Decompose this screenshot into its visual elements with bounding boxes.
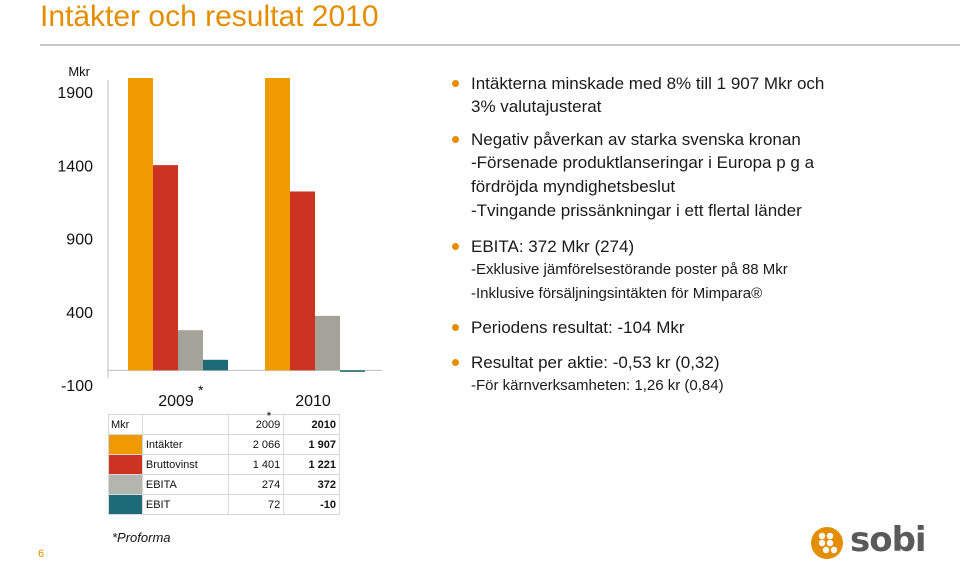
bullet-text: Periodens resultat: -104 Mkr (471, 318, 685, 337)
bullet-text: EBITA: 372 Mkr (274) (471, 237, 635, 256)
y-tick-label: -100 (61, 378, 93, 395)
bullet-item: EBITA: 372 Mkr (274) -Exklusive jämförels… (452, 235, 952, 306)
proforma-mark: * (266, 409, 272, 423)
bullet-item: Periodens resultat: -104 Mkr (452, 316, 952, 339)
row-value-2009: 1 401 (228, 454, 285, 475)
bullet-item: Resultat per aktie: -0,53 kr (0,32) -För … (452, 351, 952, 398)
table-col-2009-label: 2009 (255, 418, 281, 431)
title-divider (40, 44, 960, 46)
row-value-2010: 1 221 (283, 454, 340, 475)
footnote: *Proforma (112, 530, 171, 545)
table-row: Bruttovinst 1 401 1 221 (108, 454, 340, 475)
bullet-item: Intäkterna minskade med 8% till 1 907 Mk… (452, 72, 952, 118)
row-value-2009: 72 (228, 494, 285, 515)
row-label: Bruttovinst (142, 454, 229, 475)
row-label: Intäkter (142, 434, 229, 455)
data-table: Mkr 2009 * 2010 Intäkter 2 066 1 907 Bru… (108, 409, 340, 515)
x-category-label: 2010 (295, 393, 331, 410)
table-col-2010: 2010 (283, 414, 340, 435)
slide-title: Intäkter och resultat 2010 (40, 0, 379, 33)
bullet-list: Intäkterna minskade med 8% till 1 907 Mk… (452, 72, 952, 408)
swatch-ebit (108, 494, 143, 515)
table-unit-header: Mkr (108, 414, 143, 435)
page-number: 6 (38, 548, 45, 560)
y-tick-label: 400 (66, 305, 93, 322)
bar-ebita-2009 (178, 330, 203, 371)
bullet-text: Intäkterna minskade med 8% till 1 907 Mk… (471, 74, 825, 93)
y-axis-unit-label: Mkr (68, 64, 90, 79)
bullet-subtext: -Försenade produktlanseringar i Europa p… (471, 153, 815, 172)
row-value-2010: -10 (283, 494, 340, 515)
y-tick-label: 1400 (57, 158, 93, 175)
sobi-logo: sobi (810, 520, 940, 562)
bar-ebit-2010 (340, 370, 365, 372)
bullet-subtext: -Exklusive jämförelsestörande poster på … (471, 261, 788, 278)
bar-bruttovinst-2009 (153, 165, 178, 371)
y-tick-label: 1900 (57, 85, 93, 102)
bar-int-kter-2010 (265, 78, 290, 371)
bullet-text: Resultat per aktie: -0,53 kr (0,32) (471, 353, 720, 372)
sobi-logo-mark-icon (811, 527, 843, 559)
x-category-label: 2009 (158, 393, 194, 410)
proforma-asterisk: * (198, 382, 204, 398)
bullet-text: Negativ påverkan av starka svenska krona… (471, 130, 801, 149)
logo-wordmark: sobi (850, 520, 927, 560)
row-value-2009: 274 (228, 474, 285, 495)
table-col-2009: 2009 * (228, 409, 285, 435)
row-value-2010: 372 (283, 474, 340, 495)
bullet-subtext: -Inklusive försäljningsintäkten för Mimp… (471, 285, 763, 302)
bullet-item: Negativ påverkan av starka svenska krona… (452, 128, 952, 223)
row-value-2010: 1 907 (283, 434, 340, 455)
table-row: EBITA 274 372 (108, 474, 340, 495)
swatch-intakter (108, 434, 143, 455)
bar-int-kter-2009 (128, 78, 153, 371)
bullet-subtext: fördröjda myndighetsbeslut (471, 177, 676, 196)
bar-bruttovinst-2010 (290, 191, 315, 371)
table-header-row: Mkr 2009 * 2010 (108, 409, 340, 435)
bullet-text: 3% valutajusterat (471, 97, 602, 116)
table-row: EBIT 72 -10 (108, 494, 340, 515)
bullet-subtext: -För kärnverksamheten: 1,26 kr (0,84) (471, 377, 724, 394)
row-value-2009: 2 066 (228, 434, 285, 455)
swatch-bruttovinst (108, 454, 143, 475)
bullet-subtext: -Tvingande prissänkningar i ett flertal … (471, 201, 802, 220)
row-label: EBIT (142, 494, 229, 515)
swatch-ebita (108, 474, 143, 495)
bar-ebit-2009 (203, 359, 228, 371)
row-label: EBITA (142, 474, 229, 495)
table-row: Intäkter 2 066 1 907 (108, 434, 340, 455)
y-tick-label: 900 (66, 232, 93, 249)
bar-ebita-2010 (315, 315, 340, 371)
